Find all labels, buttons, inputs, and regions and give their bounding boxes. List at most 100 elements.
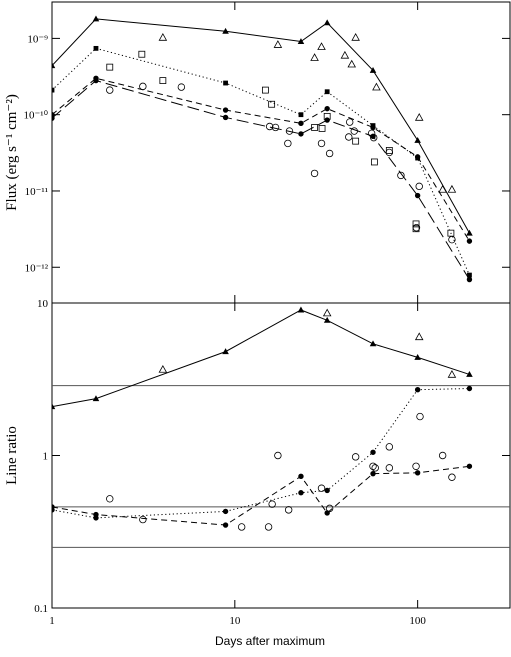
marker [369,67,377,73]
marker [351,453,360,461]
marker [324,117,330,123]
series-line [52,309,470,408]
plot-area [52,306,510,548]
marker [318,125,326,132]
marker [93,511,99,518]
marker [158,32,168,41]
marker [222,114,229,121]
marker [322,308,332,317]
marker [466,229,473,236]
marker [106,63,114,71]
marker [317,484,326,492]
marker [92,395,100,402]
marker [447,370,457,378]
marker [285,127,294,135]
marker [52,115,55,121]
series-line [52,47,470,276]
marker [284,139,292,148]
marker [414,387,421,393]
y-tick-label: 10⁻⁹ [27,33,48,45]
marker [271,123,280,132]
series-line [52,388,470,519]
marker [298,490,304,496]
marker [370,124,376,131]
marker [414,332,424,341]
marker [52,62,56,69]
marker [310,53,319,61]
marker [268,500,276,508]
marker [412,462,420,470]
marker [385,464,394,472]
marker [414,353,421,360]
marker [324,89,330,95]
marker [298,112,304,118]
marker [222,508,229,515]
marker [325,149,334,158]
marker [297,306,305,313]
marker [414,113,424,121]
marker [385,443,394,451]
marker [466,276,473,283]
marker [310,169,319,178]
marker [92,15,100,22]
marker [367,129,376,138]
marker [369,462,377,470]
marker [323,112,331,120]
marker [264,523,273,531]
marker [438,451,447,460]
marker [325,504,334,513]
marker [297,38,305,45]
marker [52,87,55,93]
marker [416,412,424,421]
marker [352,137,360,145]
marker [370,133,378,142]
marker [222,348,229,355]
series-line [52,77,470,242]
marker [385,148,394,157]
marker [466,238,473,244]
marker [274,451,282,460]
marker [370,449,376,455]
marker [298,473,304,480]
x-axis-label: Days after maximum [215,634,325,648]
series-line [52,465,470,526]
marker [317,139,326,148]
y-tick-label: 10⁻¹⁰ [23,110,48,122]
marker [350,127,358,135]
marker [466,385,473,392]
marker [298,131,304,137]
marker [324,105,330,112]
marker [438,184,447,193]
y-tick-label: 10 [37,298,49,310]
marker [106,495,114,503]
plot-area [52,15,473,283]
marker [414,154,421,160]
x-tick-label: 10 [229,615,241,627]
marker [177,83,186,91]
marker [268,100,276,108]
x-tick-label: 100 [409,615,426,627]
marker [415,182,423,191]
marker [346,118,354,126]
marker [347,59,357,68]
marker [222,522,229,528]
marker [351,32,360,41]
marker [370,158,378,166]
marker [317,42,326,50]
marker [414,136,421,143]
marker [138,50,146,58]
marker [237,523,246,531]
marker [323,19,331,26]
marker [284,506,293,514]
marker [414,470,421,476]
marker [139,82,147,91]
marker [106,86,114,94]
series-line [52,80,470,280]
marker [466,371,473,377]
series-line [52,18,470,234]
marker [52,403,56,410]
marker [414,192,421,199]
y-tick-label: 10⁻¹¹ [25,186,48,198]
y-tick-label: 0.1 [34,603,48,615]
